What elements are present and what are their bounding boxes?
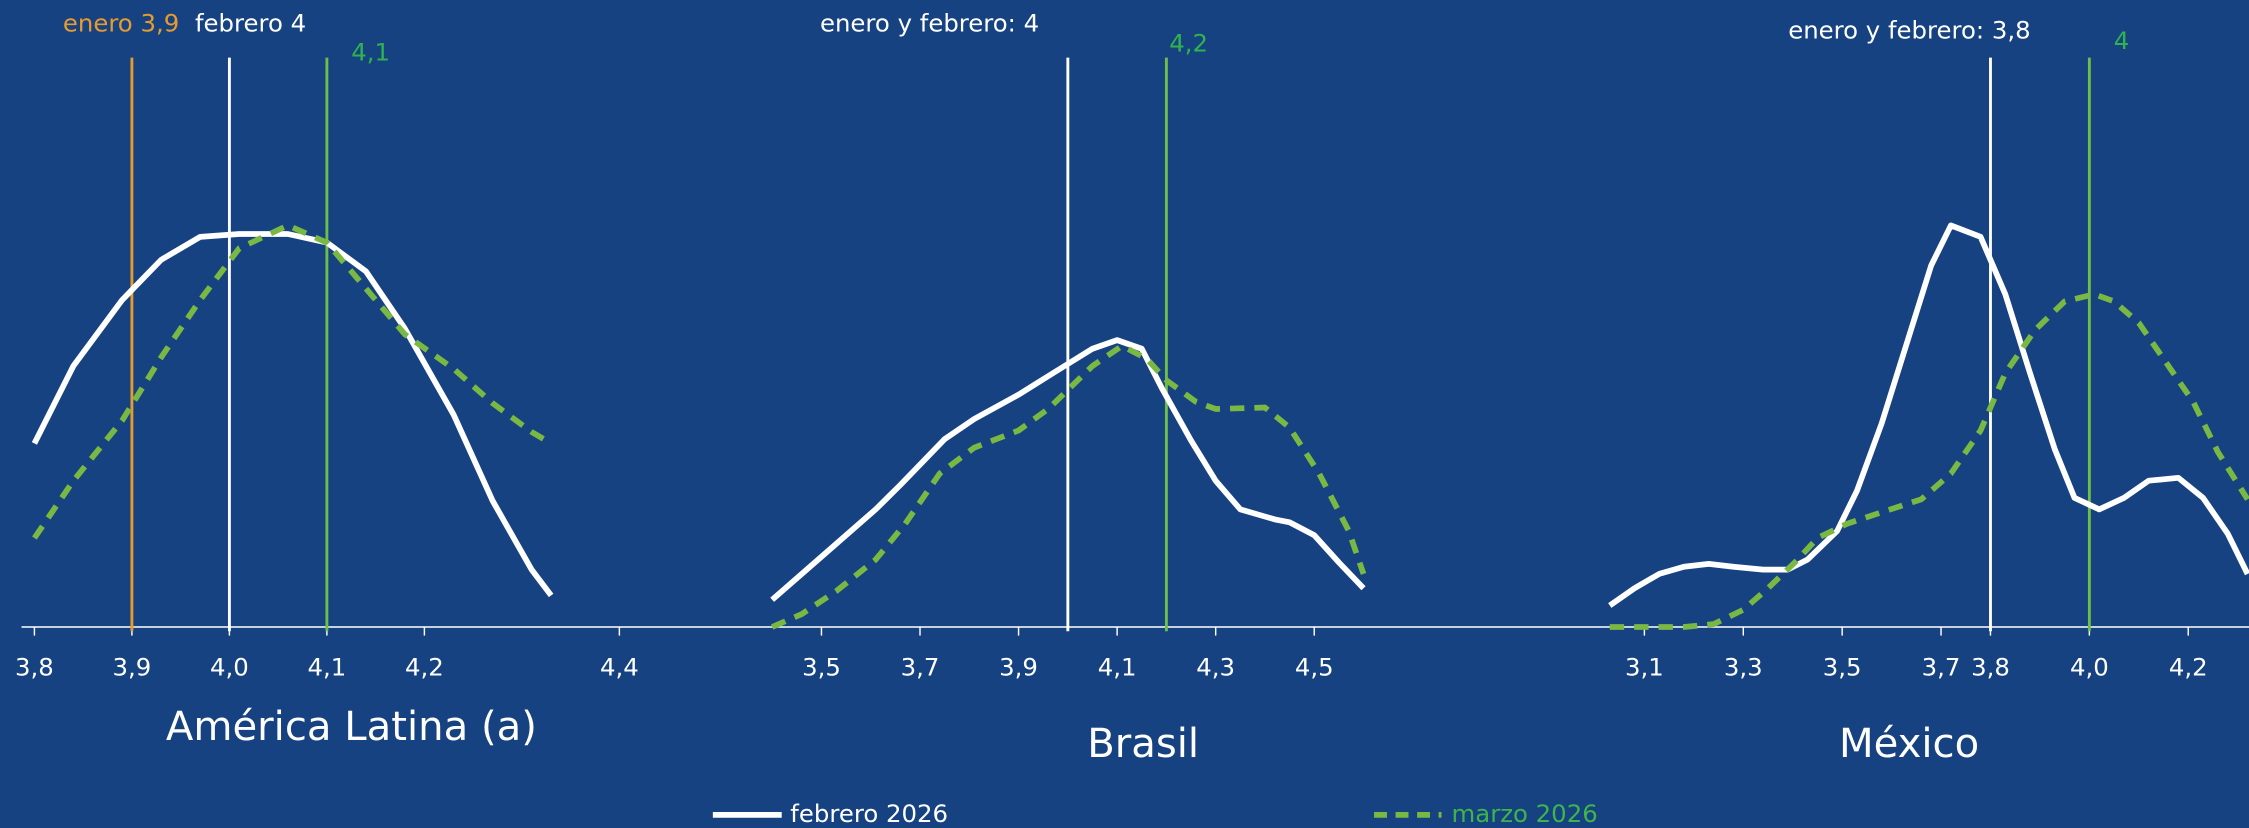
panel-title: América Latina (a) <box>166 704 537 750</box>
x-tick-label: 4,4 <box>600 653 639 682</box>
series-line <box>771 343 1367 630</box>
series-line <box>1608 222 2249 608</box>
x-tick-label: 4,0 <box>2070 653 2109 682</box>
reference-label: febrero 4 <box>195 9 306 38</box>
x-tick-label: 4,5 <box>1295 653 1334 682</box>
reference-label: 4,1 <box>351 37 390 66</box>
series-line <box>32 222 553 540</box>
x-tick-label: 3,1 <box>1625 653 1664 682</box>
reference-label: enero 3,9 <box>63 9 179 38</box>
panel-title: México <box>1839 721 1979 767</box>
x-tick-label: 3,9 <box>999 653 1038 682</box>
x-tick-label: 4,2 <box>405 653 444 682</box>
x-tick-label: 4,1 <box>1098 653 1137 682</box>
legend-label: febrero 2026 <box>790 799 948 828</box>
reference-label: 4 <box>2114 26 2130 55</box>
x-tick-label: 3,8 <box>15 653 54 682</box>
x-tick-label: 4,0 <box>210 653 249 682</box>
x-tick-label: 3,7 <box>1922 653 1961 682</box>
x-tick-label: 3,7 <box>901 653 940 682</box>
panel-title: Brasil <box>1087 721 1199 767</box>
x-tick-label: 3,9 <box>113 653 152 682</box>
x-tick-label: 3,5 <box>1823 653 1862 682</box>
series-line <box>1609 291 2249 630</box>
legend-label: marzo 2026 <box>1452 799 1598 828</box>
reference-label: 4,2 <box>1169 29 1208 58</box>
x-tick-label: 3,5 <box>802 653 841 682</box>
x-tick-label: 3,3 <box>1724 653 1763 682</box>
x-tick-label: 4,2 <box>2169 653 2208 682</box>
x-tick-label: 3,8 <box>1971 653 2010 682</box>
x-tick-label: 4,3 <box>1196 653 1235 682</box>
x-tick-label: 4,1 <box>308 653 347 682</box>
reference-label: enero y febrero: 4 <box>820 9 1039 38</box>
reference-label: enero y febrero: 3,8 <box>1788 16 2030 45</box>
series-line <box>770 337 1366 602</box>
series-line <box>31 231 554 598</box>
